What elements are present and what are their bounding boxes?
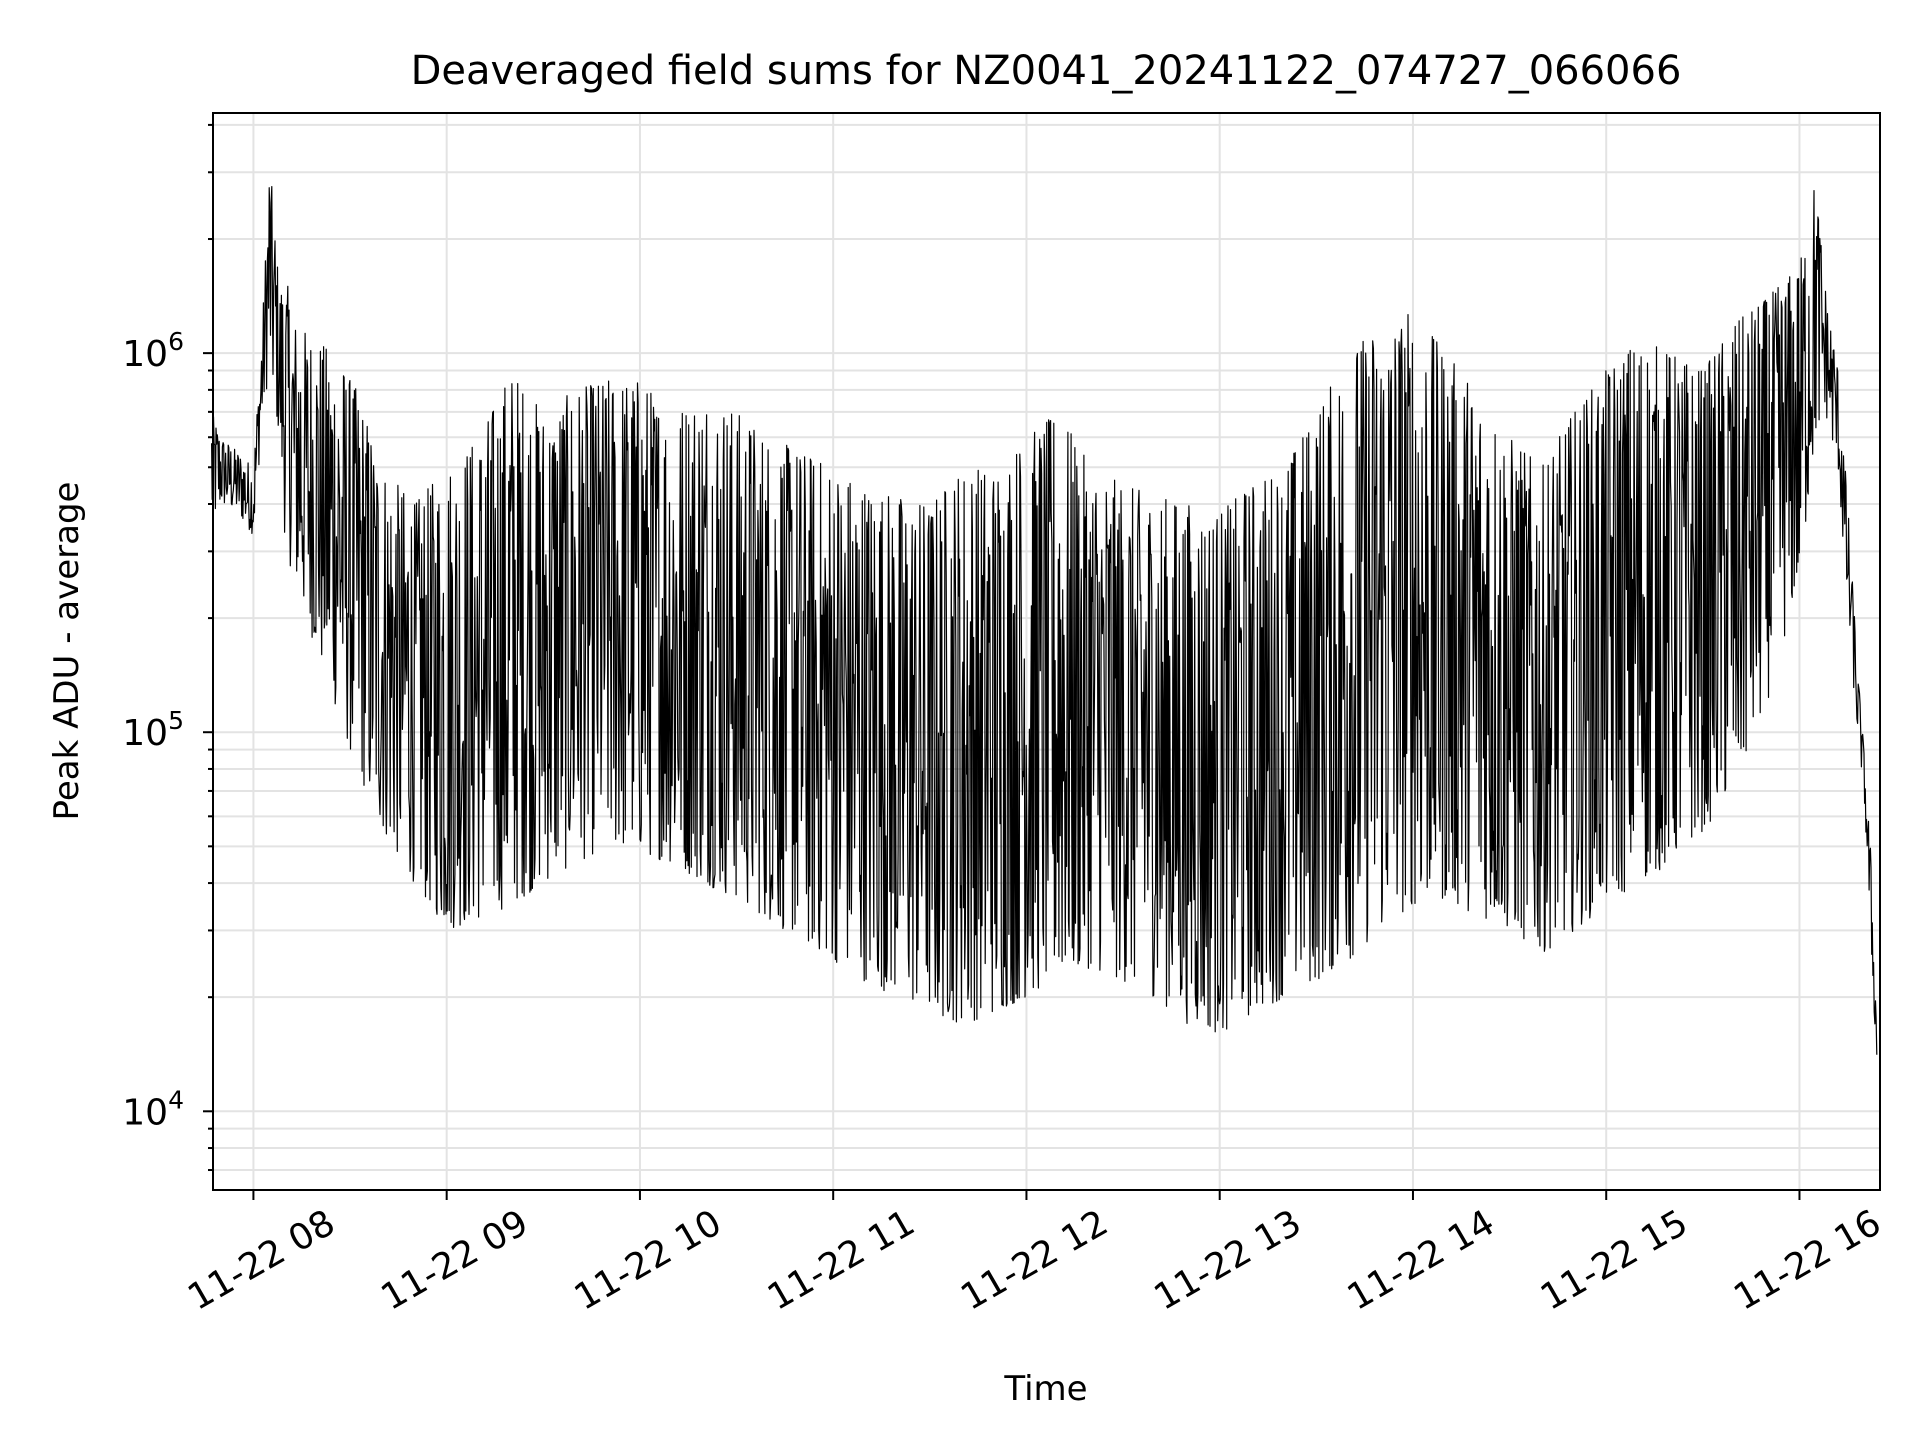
y-tick-label: 106 [122,327,184,375]
y-axis-label: Peak ADU - average [47,482,87,821]
y-tick-label: 105 [122,706,184,754]
data-series [211,186,1878,1055]
plot-frame [212,112,1881,1191]
y-tick-label: 104 [122,1085,184,1133]
chart-title: Deaveraged field sums for NZ0041_2024112… [411,48,1682,94]
x-axis-label: Time [1003,1369,1087,1409]
data-line [211,186,1878,1055]
